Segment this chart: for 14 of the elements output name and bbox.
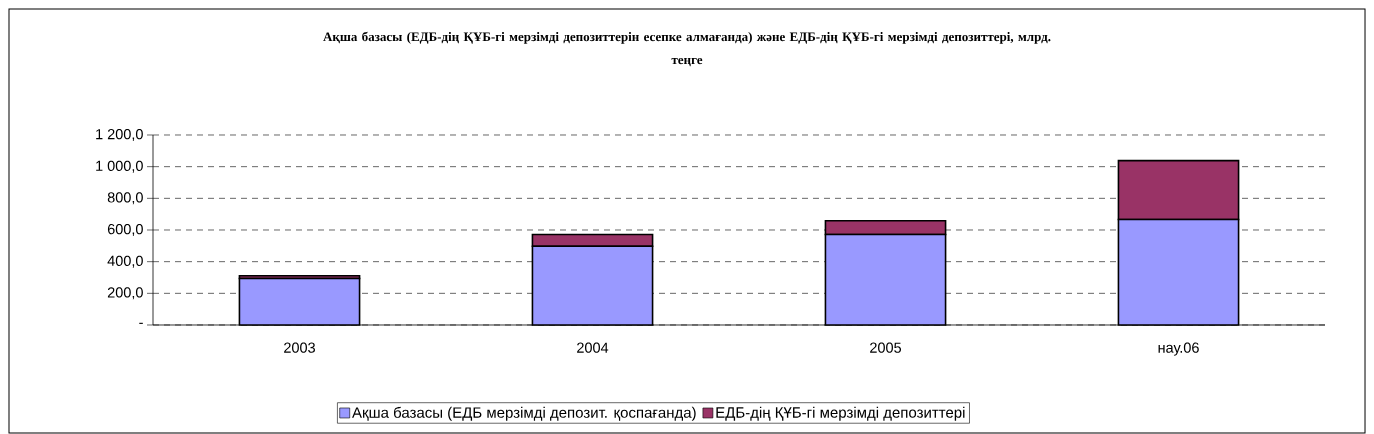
chart-title: Ақша базасы (ЕДБ-дің ҚҰБ-гі мерзімді депозиттерін есепке алмағанда) және ЕДБ-дің ҚҰБ-гі мерзімді депозиттері, млрд. теңге bbox=[323, 31, 1051, 67]
legend-label: ЕДБ-дің ҚҰБ-гі мерзімді депозиттері bbox=[716, 406, 965, 421]
x-tick-label: 2004 bbox=[577, 342, 609, 353]
y-tick-label: 200,0 bbox=[107, 287, 143, 300]
y-tick-label: 1 000,0 bbox=[96, 160, 143, 173]
y-tick-label: - bbox=[139, 322, 143, 324]
y-tick-label: 600,0 bbox=[107, 224, 143, 236]
y-tick-label: 800,0 bbox=[107, 192, 143, 205]
x-tick-label: нау.06 bbox=[1158, 342, 1199, 356]
y-tick-label: 1 200,0 bbox=[96, 129, 143, 141]
x-tick-label: 2005 bbox=[870, 342, 902, 353]
y-tick-label: 400,0 bbox=[107, 255, 143, 268]
legend-label: Ақша базасы (ЕДБ мерзімді депозит. қоспағанда) bbox=[352, 406, 696, 421]
x-tick-label: 2003 bbox=[284, 342, 315, 353]
